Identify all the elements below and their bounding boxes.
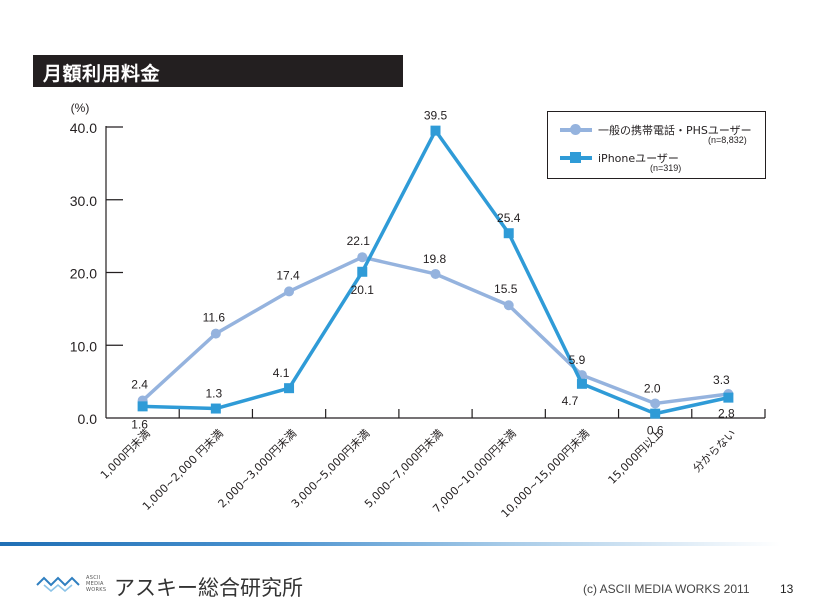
y-tick-label: 30.0 — [70, 193, 97, 209]
x-tick-label: 2,000~3,000円未満 — [216, 427, 300, 511]
data-label: 2.4 — [131, 378, 148, 392]
data-point-square — [576, 378, 587, 389]
data-point-circle — [650, 398, 661, 409]
legend-sample-size: (n=319) — [650, 163, 682, 173]
y-axis-label: (%) — [71, 101, 90, 115]
square-marker-icon — [570, 152, 581, 163]
y-tick-label: 40.0 — [70, 120, 97, 136]
y-tick-label: 0.0 — [78, 411, 98, 427]
footer-gradient-bar — [0, 542, 780, 546]
data-label: 39.5 — [424, 109, 448, 123]
data-label: 22.1 — [347, 234, 371, 248]
slide-title-bar: 月額利用料金 — [33, 55, 403, 87]
x-tick-label: 1,000~2,000 円未満 — [140, 427, 226, 513]
y-tick-label: 10.0 — [70, 338, 97, 354]
data-point-circle — [430, 268, 441, 279]
slide-title: 月額利用料金 — [43, 63, 161, 85]
data-point-circle — [357, 252, 368, 263]
y-axis-ticks: 0.0 10.0 20.0 30.0 40.0 — [70, 120, 123, 427]
data-label: 25.4 — [497, 211, 521, 225]
data-label: 3.3 — [713, 373, 730, 387]
data-label: 4.1 — [273, 366, 290, 380]
circle-marker-icon — [570, 124, 581, 135]
data-label: 17.4 — [276, 268, 300, 282]
data-label: 2.0 — [644, 381, 661, 395]
legend-label: iPhoneユーザー — [598, 152, 679, 165]
data-label: 0.6 — [647, 424, 664, 438]
data-label: 4.7 — [562, 394, 579, 408]
data-label: 11.6 — [203, 311, 226, 325]
page-number: 13 — [780, 582, 794, 596]
data-label: 20.1 — [351, 283, 375, 297]
x-tick-label: 5,000~7,000円未満 — [362, 427, 446, 511]
data-label: 19.8 — [423, 252, 447, 266]
data-label: 15.5 — [494, 282, 518, 296]
data-labels: 2.4 11.6 17.4 22.1 19.8 15.5 5.9 2.0 3.3 1.6 1.3 4.… — [131, 109, 735, 438]
data-point-square — [430, 125, 441, 136]
data-point-square — [210, 403, 221, 414]
data-point-circle — [503, 300, 514, 311]
data-point-square — [284, 383, 295, 394]
chart-legend: 一般の携帯電話・PHSユーザー (n=8,832) iPhoneユーザー (n=… — [547, 111, 766, 179]
x-tick-label: 3,000~5,000円未満 — [289, 427, 373, 511]
logo-small-line: MEDIA — [86, 581, 104, 587]
logo-small-line: WORKS — [86, 587, 107, 593]
logo-company-mark: ASCII MEDIA WORKS — [86, 575, 106, 593]
data-point-square — [357, 266, 368, 277]
series-line-feature-phone — [141, 255, 729, 406]
legend-label: 一般の携帯電話・PHSユーザー — [598, 124, 752, 137]
data-point-square — [723, 392, 734, 403]
logo-small-line: ASCII — [86, 575, 101, 581]
legend-sample-size: (n=8,832) — [708, 135, 747, 145]
y-tick-label: 20.0 — [70, 266, 97, 282]
x-tick-label: 7,000~10,000円未満 — [430, 427, 519, 516]
x-tick-label: 1,000円未満 — [98, 427, 153, 482]
data-point-square — [650, 408, 661, 419]
data-label: 5.9 — [569, 353, 586, 367]
data-label: 2.8 — [718, 407, 735, 421]
chart-series — [137, 125, 734, 419]
data-label: 1.6 — [131, 417, 148, 431]
logo-waves-icon — [36, 576, 80, 592]
logo-text: アスキー総合研究所 — [114, 576, 303, 600]
copyright-text: (c) ASCII MEDIA WORKS 2011 — [583, 582, 750, 596]
x-tick-label: 分からない — [690, 427, 738, 475]
data-label: 1.3 — [205, 387, 222, 401]
data-point-square — [137, 401, 148, 412]
data-point-circle — [284, 286, 295, 297]
data-point-circle — [210, 328, 221, 339]
data-point-square — [503, 228, 514, 239]
